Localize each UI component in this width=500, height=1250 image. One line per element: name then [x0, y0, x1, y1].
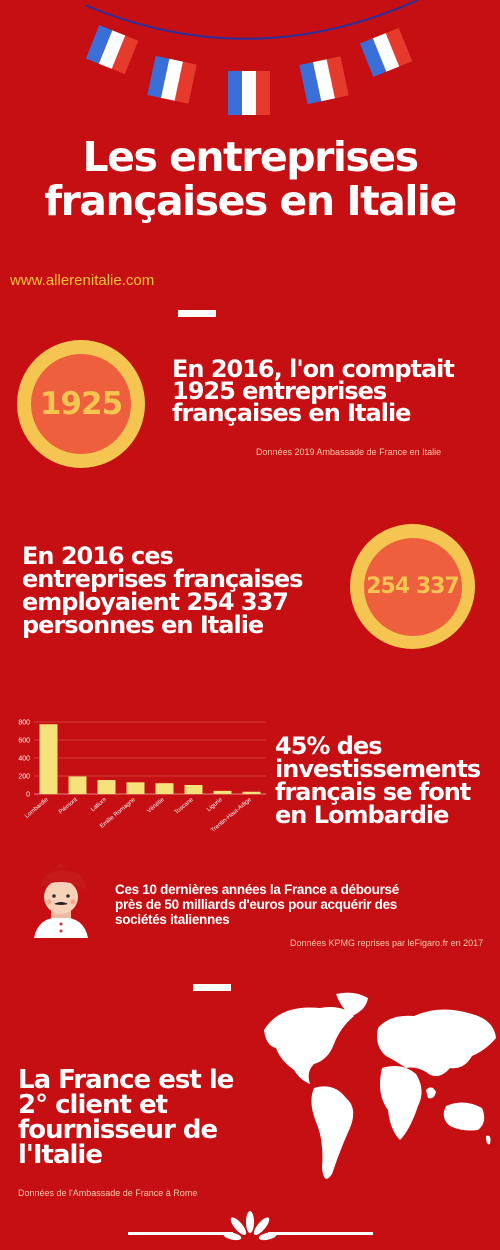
statement-line: français se font — [275, 778, 471, 806]
bar-latium — [97, 780, 116, 794]
x-tick-label: Toscane — [174, 797, 195, 816]
statement-line: En 2016 ces — [22, 542, 174, 570]
burst-ornament-icon — [128, 1211, 373, 1241]
x-tick-label: Piémont — [58, 797, 79, 816]
statement-line: personnes en Italie — [22, 611, 264, 639]
y-tick-label: 0 — [26, 792, 30, 799]
x-tick-label: Ligurie — [206, 797, 224, 814]
bar-ligurie — [213, 790, 232, 794]
statement-line: près de 50 milliards d'euros pour acquér… — [115, 897, 398, 912]
garland-string — [84, 0, 419, 40]
lombardie-statement: 45% des investissements français se font… — [275, 732, 481, 829]
statement-line: en Lombardie — [275, 801, 449, 829]
flag-garland — [84, 0, 419, 115]
x-tick-label: Lombardie — [24, 797, 50, 820]
divider-1 — [178, 310, 216, 317]
flag-5 — [359, 27, 413, 77]
statement-line: françaises en Italie — [172, 399, 411, 427]
statement-line: entreprises françaises — [22, 565, 303, 593]
statement-line: 1925 entreprises — [172, 377, 387, 405]
y-tick-label: 600 — [18, 738, 30, 745]
flag-2 — [147, 55, 197, 104]
bar-v-n-tie — [155, 783, 174, 794]
flag-4 — [299, 56, 349, 105]
companies-statement: En 2016, l'on comptait 1925 entreprises … — [172, 355, 455, 427]
site-url[interactable]: www.allerenitalie.com — [10, 272, 155, 289]
employees-number: 254 337 — [363, 537, 462, 636]
world-map-icon — [264, 992, 496, 1179]
statement-line: 2° client et — [18, 1090, 168, 1120]
source-note-5: Données de l'Ambassade de France à Rome — [18, 1188, 198, 1198]
chef-illustration — [34, 864, 88, 938]
bar-emilie-romagne — [126, 782, 145, 794]
statement-line: En 2016, l'on comptait — [172, 355, 455, 383]
x-tick-label: Latium — [90, 797, 108, 813]
flag-3 — [228, 71, 270, 115]
statement-line: 45% des — [275, 732, 383, 760]
title-line-2: françaises en Italie — [44, 177, 457, 225]
count-number: 1925 — [31, 354, 131, 454]
y-tick-label: 200 — [18, 774, 30, 781]
source-note-1: Données 2019 Ambassade de France en Ital… — [256, 447, 442, 457]
source-note-4: Données KPMG reprises par leFigaro.fr en… — [290, 938, 484, 948]
investment-statement: Ces 10 dernières années la France a débo… — [115, 882, 399, 927]
divider-2 — [193, 984, 231, 991]
bar-toscane — [184, 785, 203, 794]
page-title: Les entreprises françaises en Italie — [0, 135, 500, 223]
y-tick-label: 400 — [18, 756, 30, 763]
x-tick-label: Vénétie — [146, 797, 166, 815]
employees-statement: En 2016 ces entreprises françaises emplo… — [22, 542, 303, 639]
statement-line: La France est le — [18, 1065, 234, 1095]
employees-circle: 254 337 — [350, 524, 475, 649]
bar-trentin-haut-adige — [242, 791, 261, 794]
title-line-1: Les entreprises — [82, 133, 419, 181]
y-tick-label: 800 — [18, 720, 30, 727]
count-circle: 1925 — [17, 340, 145, 468]
bar-pi-mont — [68, 776, 87, 794]
bar-lombardie — [39, 724, 58, 794]
statement-line: investissements — [275, 755, 481, 783]
statement-line: fournisseur de — [18, 1115, 218, 1145]
statement-line: sociétés italiennes — [115, 912, 230, 927]
statement-line: l'Italie — [18, 1140, 103, 1170]
client-statement: La France est le 2° client et fournisseu… — [18, 1065, 234, 1170]
statement-line: Ces 10 dernières années la France a débo… — [115, 882, 399, 897]
flag-1 — [85, 25, 139, 75]
statement-line: employaient 254 337 — [22, 588, 289, 616]
